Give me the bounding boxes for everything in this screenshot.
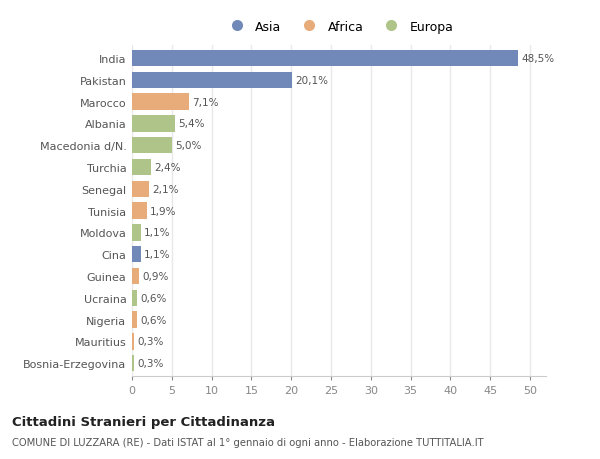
Text: 1,1%: 1,1%: [144, 228, 170, 238]
Bar: [132, 203, 147, 219]
Text: 7,1%: 7,1%: [192, 97, 218, 107]
Text: 48,5%: 48,5%: [521, 54, 554, 64]
Text: 5,0%: 5,0%: [175, 141, 202, 151]
Text: 0,6%: 0,6%: [140, 293, 166, 303]
Bar: [132, 181, 149, 197]
Text: 2,1%: 2,1%: [152, 185, 178, 195]
Text: 1,1%: 1,1%: [144, 250, 170, 260]
Text: 0,6%: 0,6%: [140, 315, 166, 325]
Bar: [132, 333, 134, 350]
Bar: [132, 246, 141, 263]
Bar: [132, 312, 137, 328]
Text: 0,9%: 0,9%: [142, 271, 169, 281]
Bar: [132, 290, 137, 306]
Bar: [132, 94, 188, 111]
Bar: [132, 51, 518, 67]
Legend: Asia, Africa, Europa: Asia, Africa, Europa: [219, 16, 459, 39]
Text: 1,9%: 1,9%: [151, 206, 177, 216]
Bar: [132, 138, 172, 154]
Bar: [132, 225, 141, 241]
Text: Cittadini Stranieri per Cittadinanza: Cittadini Stranieri per Cittadinanza: [12, 415, 275, 428]
Bar: [132, 116, 175, 132]
Text: COMUNE DI LUZZARA (RE) - Dati ISTAT al 1° gennaio di ogni anno - Elaborazione TU: COMUNE DI LUZZARA (RE) - Dati ISTAT al 1…: [12, 437, 484, 447]
Bar: [132, 73, 292, 89]
Bar: [132, 268, 139, 285]
Text: 20,1%: 20,1%: [295, 76, 328, 86]
Text: 2,4%: 2,4%: [154, 162, 181, 173]
Text: 0,3%: 0,3%: [137, 336, 164, 347]
Text: 5,4%: 5,4%: [178, 119, 205, 129]
Bar: [132, 159, 151, 176]
Bar: [132, 355, 134, 371]
Text: 0,3%: 0,3%: [137, 358, 164, 368]
